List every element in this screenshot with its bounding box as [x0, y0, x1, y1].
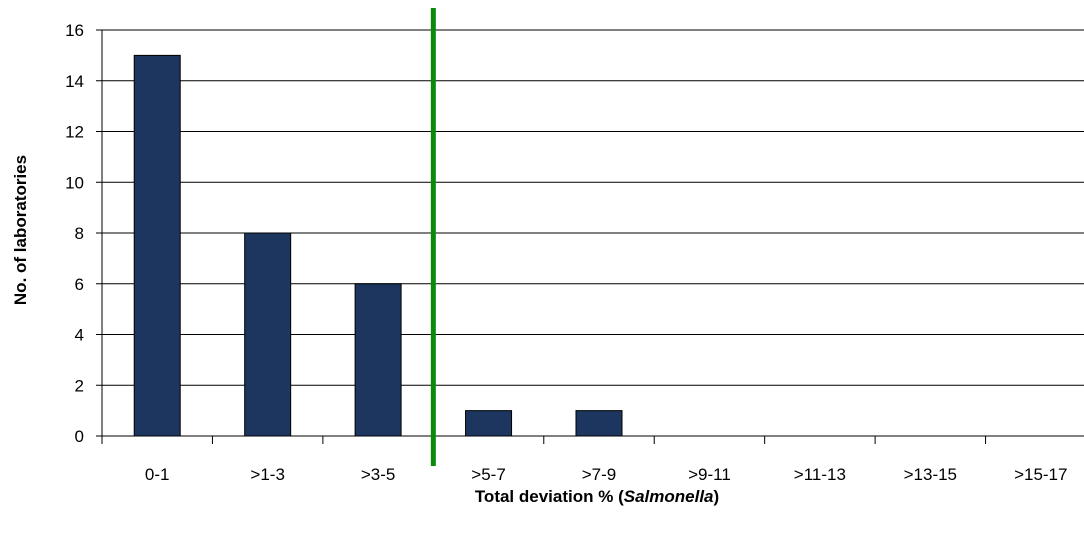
x-tick-label: >9-11	[688, 465, 731, 484]
bars	[133, 54, 623, 437]
y-tick-labels: 0 2 4 6 8 10 12 14 16	[65, 21, 84, 446]
x-tick-label: 0-1	[145, 465, 170, 484]
x-tick-label: >1-3	[250, 465, 285, 484]
y-tick-label: 0	[75, 427, 84, 446]
x-tick-label: >3-5	[361, 465, 396, 484]
x-tick-label: >7-9	[582, 465, 617, 484]
y-tick-label: 4	[75, 326, 84, 345]
bar-2	[354, 283, 402, 437]
x-tick-label: >15-17	[1014, 465, 1067, 484]
y-tick-label: 16	[65, 21, 84, 40]
y-tick-label: 2	[75, 376, 84, 395]
bar-3	[465, 410, 513, 437]
y-tick-label: 12	[65, 123, 84, 142]
x-axis-title-emphasis: Salmonella	[624, 487, 714, 506]
x-axis-title-prefix: Total deviation % (	[475, 487, 624, 506]
x-tick-labels: 0-1 >1-3 >3-5 >5-7 >7-9 >9-11 >11-13 >13-15 >15-…	[145, 465, 1068, 484]
bar-4	[575, 410, 623, 437]
y-tick-label: 6	[75, 275, 84, 294]
y-tick-label: 14	[65, 72, 84, 91]
x-tick-label: >5-7	[471, 465, 506, 484]
x-axis-title: Total deviation % (Salmonella)	[475, 487, 719, 506]
y-tick-label: 10	[65, 173, 84, 192]
y-tick-label: 8	[75, 224, 84, 243]
bar-0	[133, 54, 181, 437]
x-tick-label: >13-15	[904, 465, 957, 484]
bar-1	[244, 232, 292, 437]
y-axis-title: No. of laboratories	[11, 155, 30, 305]
x-axis-title-suffix: )	[714, 487, 720, 506]
x-tick-label: >11-13	[794, 465, 846, 484]
